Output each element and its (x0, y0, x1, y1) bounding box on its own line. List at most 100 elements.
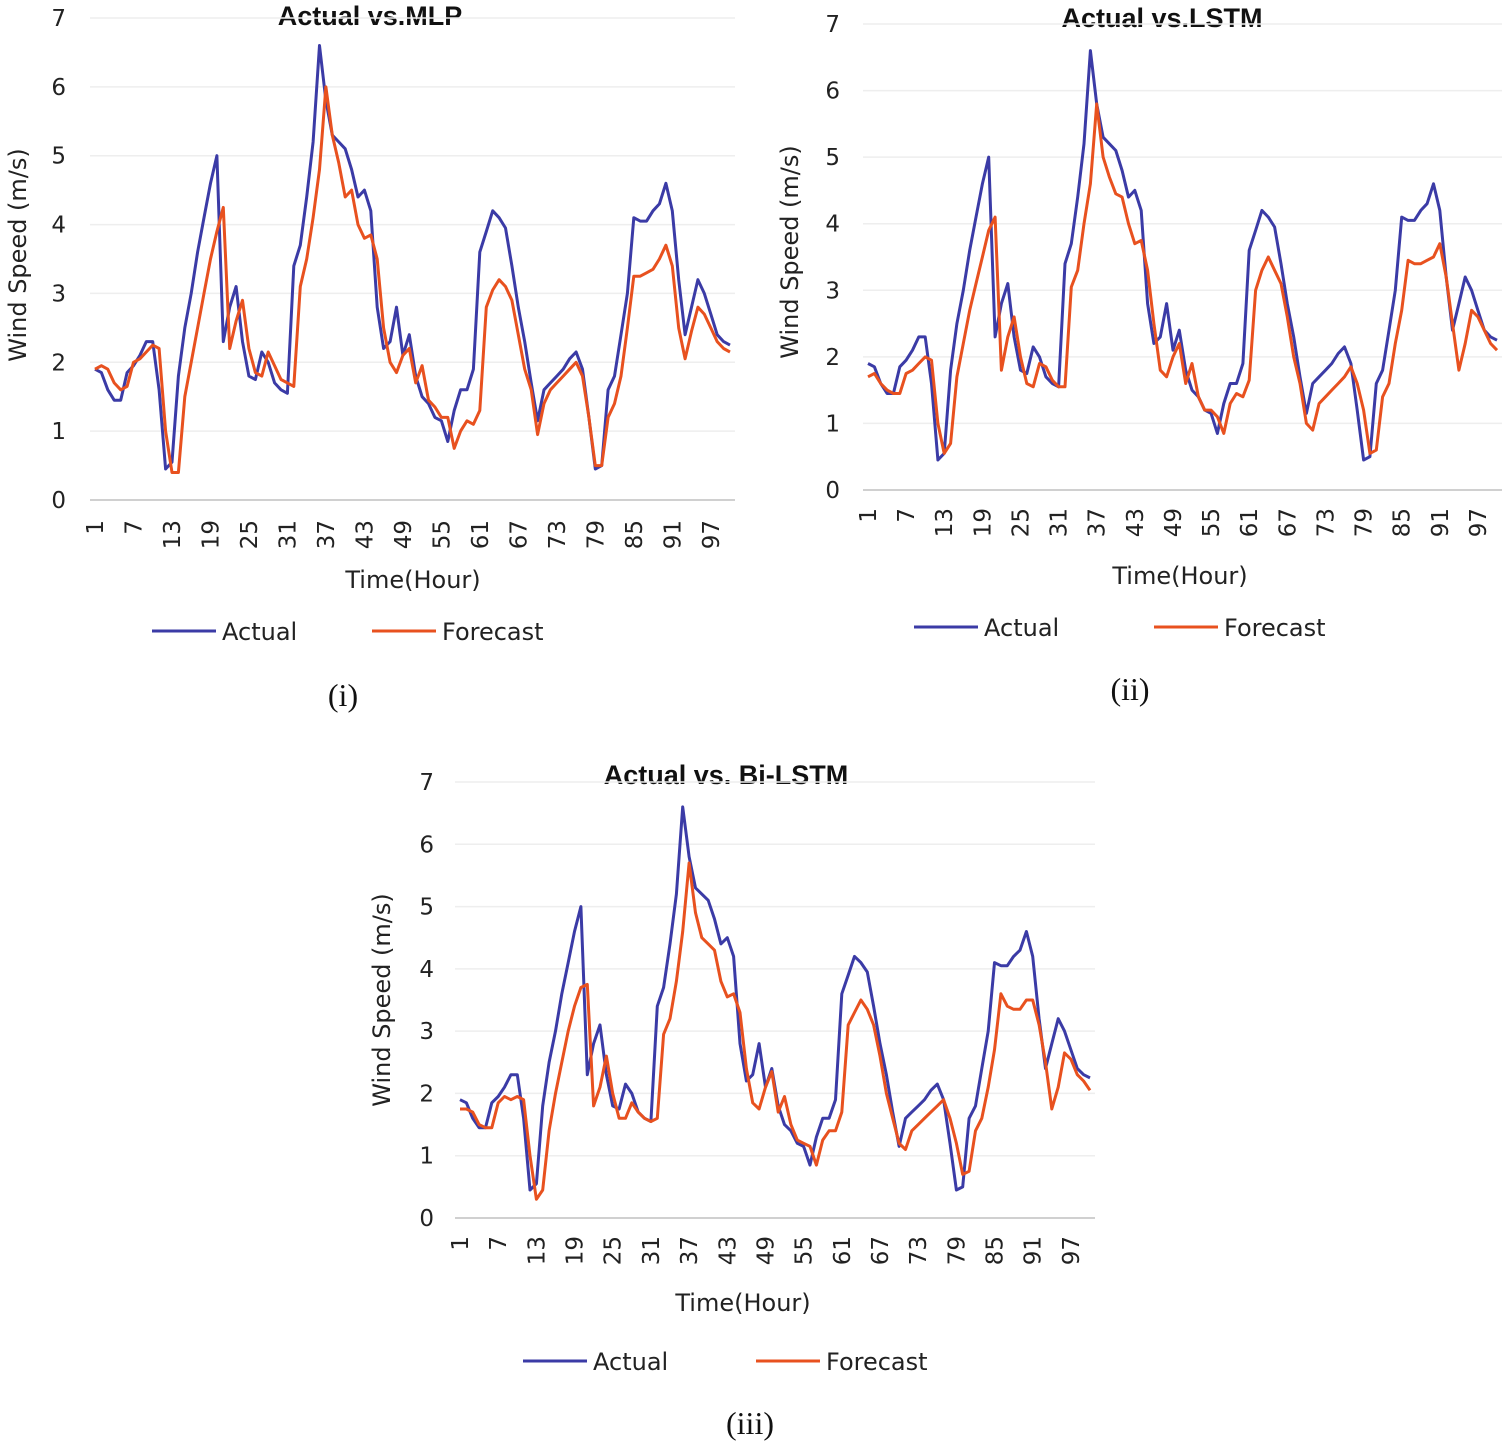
y-tick-label: 3 (825, 278, 840, 304)
y-tick-label: 4 (51, 213, 66, 239)
x-tick-label: 25 (601, 1236, 627, 1265)
x-tick-label: 73 (906, 1236, 932, 1265)
y-tick-label: 4 (419, 957, 434, 983)
y-tick-label: 0 (51, 488, 66, 514)
chart-bilstm: Actual vs. Bi-LSTM Wind Speed (m/s) Time… (368, 760, 1095, 1441)
x-tick-label: 91 (1021, 1236, 1047, 1265)
x-tick-label: 61 (468, 520, 494, 549)
x-tick-label: 37 (314, 520, 340, 549)
x-tick-label: 55 (1199, 508, 1225, 537)
x-tick-label: 97 (1466, 508, 1492, 537)
x-tick-label: 97 (699, 520, 725, 549)
x-tick-label: 31 (1047, 508, 1073, 537)
x-tick-label: 19 (198, 520, 224, 549)
x-tick-label: 25 (237, 520, 263, 549)
y-tick-label: 2 (419, 1081, 434, 1107)
chart-title: Actual vs.MLP (278, 1, 463, 31)
y-tick-label: 7 (419, 770, 434, 796)
y-tick-label: 7 (825, 12, 840, 38)
legend-label-actual: Actual (222, 618, 297, 646)
x-tick-label: 25 (1008, 508, 1034, 537)
x-tick-label: 67 (506, 520, 532, 549)
x-tick-label: 1 (448, 1236, 474, 1251)
y-axis-label: Wind Speed (m/s) (368, 893, 396, 1107)
x-axis-label: Time(Hour) (674, 1289, 810, 1317)
x-tick-label: 7 (894, 508, 920, 523)
y-tick-label: 6 (419, 832, 434, 858)
x-tick-label: 55 (792, 1236, 818, 1265)
legend-label-forecast: Forecast (826, 1348, 928, 1376)
x-tick-label: 55 (429, 520, 455, 549)
y-tick-label: 4 (825, 212, 840, 238)
x-tick-label: 79 (944, 1236, 970, 1265)
x-tick-label: 37 (1085, 508, 1111, 537)
chart-mlp: Actual vs.MLP Wind Speed (m/s) Time(Hour… (4, 1, 735, 713)
y-axis-label: Wind Speed (m/s) (776, 145, 804, 359)
y-tick-label: 5 (825, 145, 840, 171)
x-tick-label: 43 (715, 1236, 741, 1265)
x-tick-label: 13 (932, 508, 958, 537)
caption: (iii) (726, 1405, 774, 1441)
x-tick-label: 91 (660, 520, 686, 549)
x-tick-label: 85 (622, 520, 648, 549)
x-tick-label: 37 (677, 1236, 703, 1265)
x-tick-label: 19 (563, 1236, 589, 1265)
x-tick-label: 7 (486, 1236, 512, 1251)
x-tick-label: 49 (753, 1236, 779, 1265)
x-tick-label: 79 (583, 520, 609, 549)
y-tick-label: 6 (825, 79, 840, 105)
x-tick-label: 73 (1313, 508, 1339, 537)
y-tick-label: 3 (51, 281, 66, 307)
y-tick-label: 2 (51, 350, 66, 376)
x-tick-label: 13 (160, 520, 186, 549)
y-axis-label: Wind Speed (m/s) (4, 148, 32, 362)
x-tick-label: 43 (1123, 508, 1149, 537)
x-tick-label: 67 (1275, 508, 1301, 537)
x-tick-label: 49 (1161, 508, 1187, 537)
x-tick-label: 31 (639, 1236, 665, 1265)
legend-label-forecast: Forecast (1224, 614, 1326, 642)
x-tick-label: 85 (983, 1236, 1009, 1265)
x-axis-label: Time(Hour) (1111, 562, 1247, 590)
y-tick-label: 5 (51, 144, 66, 170)
x-tick-label: 67 (868, 1236, 894, 1265)
x-tick-label: 61 (830, 1236, 856, 1265)
x-tick-label: 49 (391, 520, 417, 549)
legend-label-forecast: Forecast (442, 618, 544, 646)
x-axis-label: Time(Hour) (344, 566, 480, 594)
x-tick-label: 13 (524, 1236, 550, 1265)
x-tick-label: 31 (275, 520, 301, 549)
y-tick-label: 6 (51, 75, 66, 101)
x-tick-label: 61 (1237, 508, 1263, 537)
legend-label-actual: Actual (984, 614, 1059, 642)
y-tick-label: 7 (51, 6, 66, 32)
x-tick-label: 7 (121, 520, 147, 535)
chart-lstm: Actual vs.LSTM Wind Speed (m/s) Time(Hou… (776, 3, 1502, 707)
caption: (i) (328, 677, 358, 713)
y-tick-label: 2 (825, 345, 840, 371)
legend-label-actual: Actual (593, 1348, 668, 1376)
y-tick-label: 1 (419, 1144, 434, 1170)
y-tick-label: 1 (51, 419, 66, 445)
series-line-actual (94, 44, 731, 471)
x-tick-label: 19 (970, 508, 996, 537)
x-tick-label: 1 (83, 520, 109, 535)
series-line-forecast (867, 102, 1499, 455)
y-tick-label: 1 (825, 411, 840, 437)
x-tick-label: 43 (352, 520, 378, 549)
chart-title: Actual vs.LSTM (1061, 3, 1262, 33)
y-tick-label: 0 (419, 1206, 434, 1232)
y-tick-label: 0 (825, 478, 840, 504)
y-tick-label: 5 (419, 895, 434, 921)
x-tick-label: 73 (545, 520, 571, 549)
x-tick-label: 91 (1428, 508, 1454, 537)
series-line-forecast (94, 85, 731, 474)
series-line-actual (867, 49, 1498, 462)
y-tick-label: 3 (419, 1019, 434, 1045)
chart-title: Actual vs. Bi-LSTM (604, 760, 849, 790)
x-tick-label: 97 (1059, 1236, 1085, 1265)
series-line-actual (459, 805, 1091, 1192)
caption: (ii) (1110, 671, 1149, 707)
x-tick-label: 1 (856, 508, 882, 523)
